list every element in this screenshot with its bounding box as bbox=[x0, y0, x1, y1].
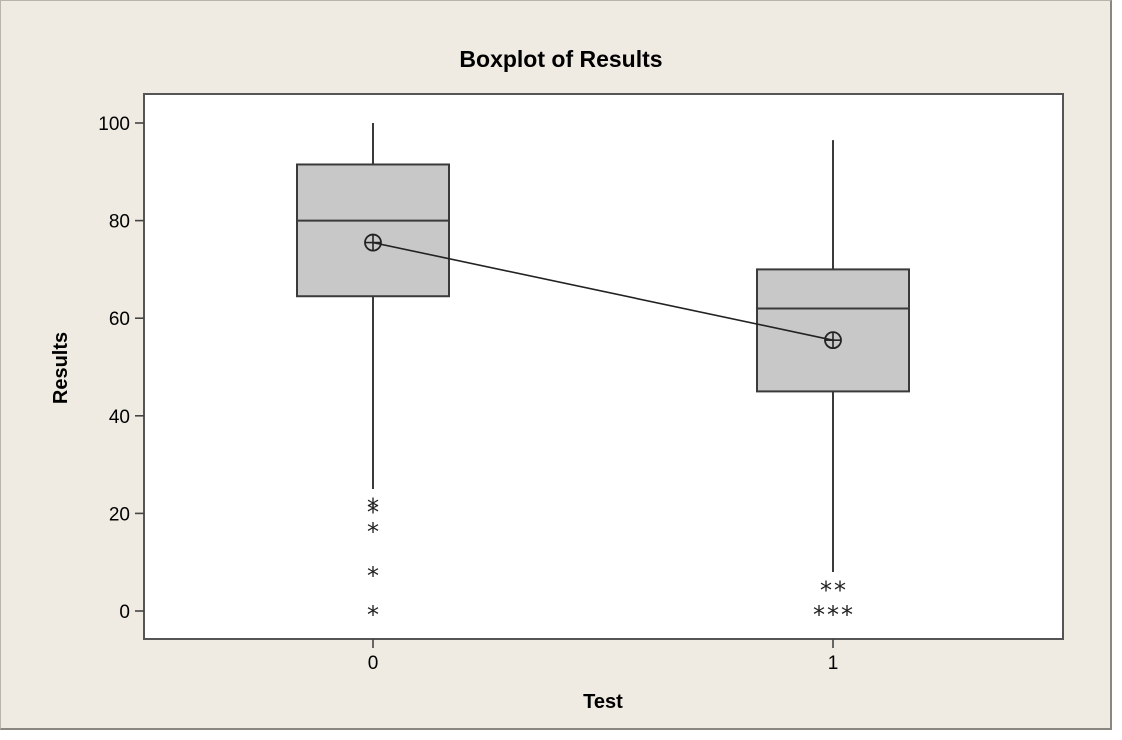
x-tick-label: 0 bbox=[368, 653, 379, 674]
outlier-point: * bbox=[827, 601, 839, 629]
outlier-point: * bbox=[367, 601, 379, 629]
y-tick-label: 20 bbox=[109, 504, 130, 525]
chart-title: Boxplot of Results bbox=[459, 46, 662, 72]
outlier-point: * bbox=[367, 499, 379, 527]
y-tick-label: 0 bbox=[119, 602, 130, 623]
plot-area bbox=[143, 93, 1064, 640]
mean-connect-line bbox=[372, 241, 834, 341]
x-axis-title: Test bbox=[583, 691, 623, 713]
y-tick-label: 80 bbox=[109, 212, 130, 233]
outlier-point: * bbox=[813, 601, 825, 629]
outlier-point: * bbox=[834, 577, 846, 605]
outlier-point: * bbox=[841, 601, 853, 629]
y-tick-label: 60 bbox=[109, 309, 130, 330]
y-tick-label: 40 bbox=[109, 407, 130, 428]
y-axis-title: Results bbox=[50, 332, 72, 404]
iqr-box bbox=[296, 163, 450, 298]
y-tick-label: 100 bbox=[98, 114, 130, 135]
outlier-point: * bbox=[820, 577, 832, 605]
outlier-point: * bbox=[367, 518, 379, 546]
outlier-point: * bbox=[367, 494, 379, 522]
outlier-point: * bbox=[367, 562, 379, 590]
iqr-box bbox=[756, 268, 910, 393]
x-tick-label: 1 bbox=[828, 653, 839, 674]
